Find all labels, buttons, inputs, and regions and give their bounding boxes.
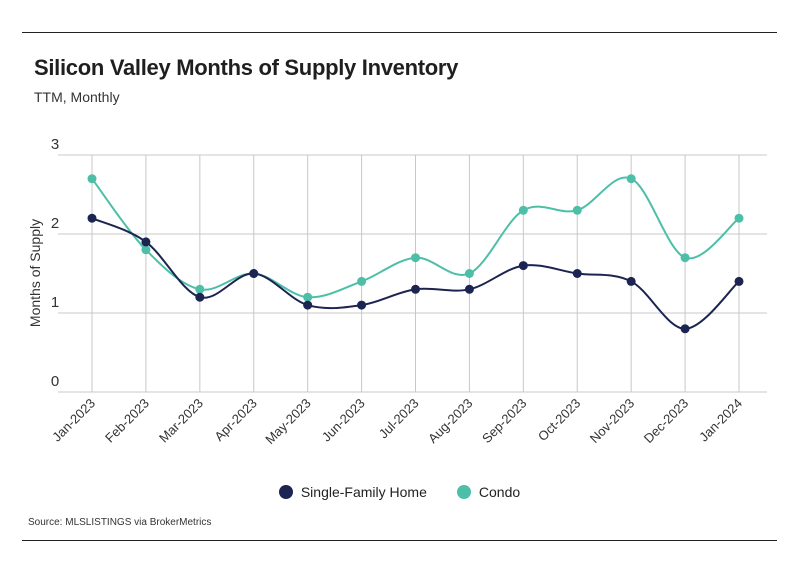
legend-item-condo[interactable]: Condo: [456, 484, 521, 500]
x-tick-label-jul-2023: Jul-2023: [376, 396, 422, 442]
point-single-family-home-feb-2023: [141, 237, 151, 247]
bottom-rule: [22, 540, 777, 541]
y-tick-label-1: 1: [51, 294, 59, 311]
point-condo-dec-2023: [680, 253, 690, 263]
legend-item-single-family[interactable]: Single-Family Home: [278, 484, 427, 500]
x-tick-label-aug-2023: Aug-2023: [425, 396, 475, 446]
y-axis-label: Months of Supply: [27, 219, 43, 327]
point-condo-jun-2023: [357, 276, 367, 286]
x-tick-label-feb-2023: Feb-2023: [102, 396, 152, 446]
point-single-family-home-jan-2024: [734, 276, 744, 286]
point-condo-oct-2023: [572, 205, 582, 215]
point-single-family-home-oct-2023: [572, 269, 582, 278]
point-single-family-home-jul-2023: [411, 284, 420, 294]
x-tick-label-oct-2023: Oct-2023: [535, 396, 583, 444]
point-single-family-home-sep-2023: [518, 261, 528, 271]
legend: Single-Family Home Condo: [0, 484, 799, 500]
legend-swatch-condo: [456, 485, 471, 499]
legend-swatch-single-family: [278, 485, 293, 499]
point-single-family-home-apr-2023: [249, 269, 259, 278]
point-condo-may-2023: [303, 292, 313, 302]
point-single-family-home-jan-2023: [87, 213, 97, 223]
point-single-family-home-mar-2023: [195, 292, 205, 302]
point-single-family-home-aug-2023: [464, 284, 474, 294]
legend-label-single-family: Single-Family Home: [300, 484, 427, 500]
x-tick-label-mar-2023: Mar-2023: [156, 396, 206, 446]
point-condo-mar-2023: [195, 284, 205, 294]
point-condo-jan-2023: [87, 174, 97, 184]
chart-subtitle: TTM, Monthly: [34, 89, 120, 105]
point-condo-feb-2023: [141, 245, 151, 255]
point-condo-jul-2023: [411, 253, 420, 263]
legend-label-condo: Condo: [478, 484, 521, 500]
point-condo-jan-2024: [734, 213, 744, 223]
point-condo-aug-2023: [464, 269, 474, 278]
point-condo-nov-2023: [626, 174, 636, 184]
y-tick-label-3: 3: [51, 136, 59, 153]
y-tick-label-0: 0: [51, 373, 59, 390]
x-tick-label-jan-2024: Jan-2024: [696, 396, 745, 445]
x-tick-label-dec-2023: Dec-2023: [641, 396, 691, 446]
x-tick-label-nov-2023: Nov-2023: [587, 396, 637, 446]
x-tick-label-jun-2023: Jun-2023: [319, 396, 368, 445]
point-single-family-home-may-2023: [303, 300, 313, 310]
point-single-family-home-nov-2023: [626, 276, 636, 286]
top-rule: [22, 32, 777, 33]
x-tick-label-may-2023: May-2023: [262, 396, 313, 447]
x-tick-label-jan-2023: Jan-2023: [49, 396, 98, 445]
point-single-family-home-jun-2023: [357, 300, 367, 310]
point-condo-sep-2023: [518, 205, 528, 215]
x-tick-label-apr-2023: Apr-2023: [211, 396, 259, 444]
source-note: Source: MLSLISTINGS via BrokerMetrics: [28, 517, 212, 528]
chart-title: Silicon Valley Months of Supply Inventor…: [34, 55, 459, 80]
point-single-family-home-dec-2023: [680, 324, 690, 334]
y-tick-label-2: 2: [51, 215, 59, 232]
x-tick-label-sep-2023: Sep-2023: [479, 396, 529, 446]
